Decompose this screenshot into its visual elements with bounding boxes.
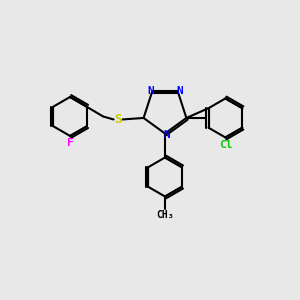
Text: N: N: [176, 86, 183, 96]
Text: Cl: Cl: [219, 140, 232, 150]
Text: F: F: [67, 138, 73, 148]
Text: N: N: [147, 86, 154, 96]
Text: S: S: [114, 113, 122, 126]
Text: N: N: [163, 130, 170, 140]
Text: CH₃: CH₃: [156, 210, 174, 220]
